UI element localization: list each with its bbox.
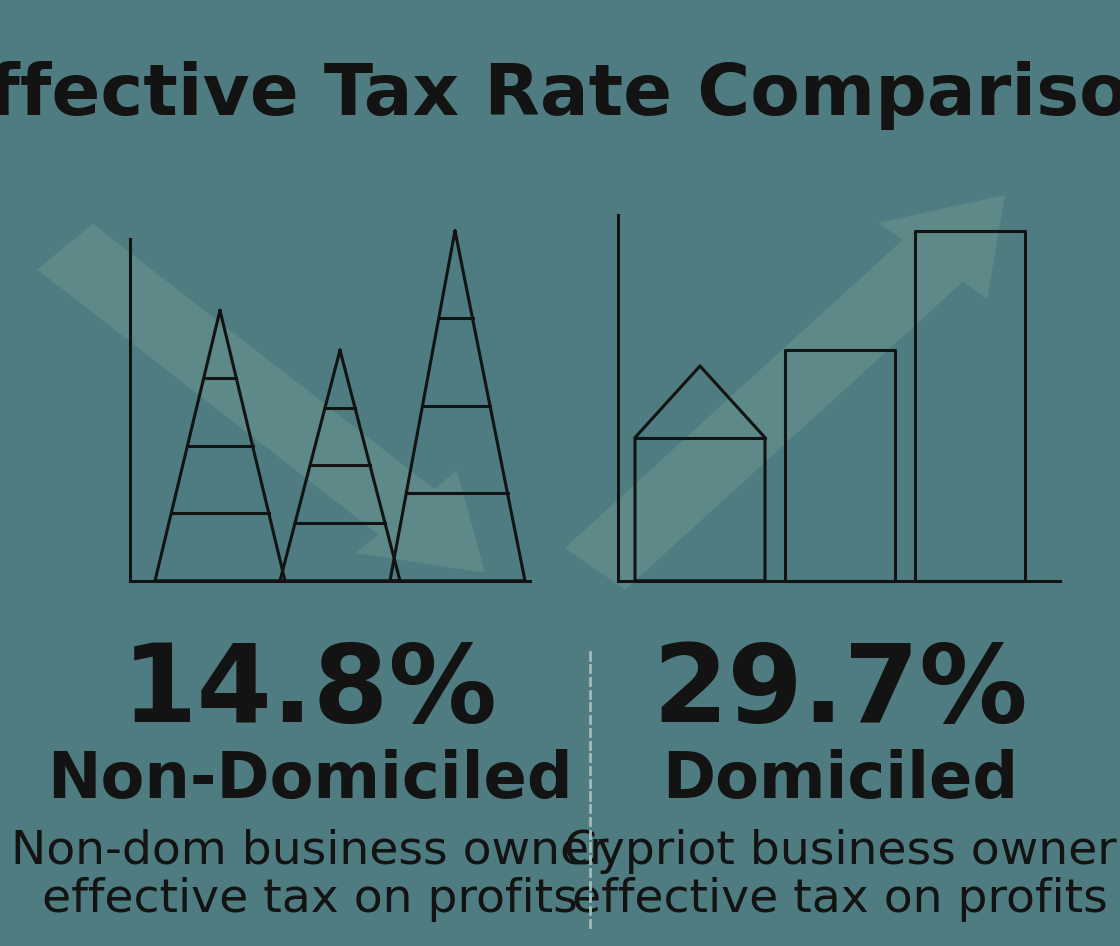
Text: Non-Domiciled: Non-Domiciled <box>47 748 572 811</box>
Polygon shape <box>37 224 485 573</box>
Text: Domiciled: Domiciled <box>662 748 1018 811</box>
Text: effective tax on profits: effective tax on profits <box>43 877 578 921</box>
Polygon shape <box>564 195 1005 589</box>
Text: 29.7%: 29.7% <box>652 639 1028 745</box>
Text: Non-dom business owner: Non-dom business owner <box>11 829 609 874</box>
Text: Cypriot business owner: Cypriot business owner <box>563 829 1117 874</box>
Text: 14.8%: 14.8% <box>122 639 498 745</box>
Text: Effective Tax Rate Comparison: Effective Tax Rate Comparison <box>0 61 1120 130</box>
Text: effective tax on profits: effective tax on profits <box>572 877 1108 921</box>
